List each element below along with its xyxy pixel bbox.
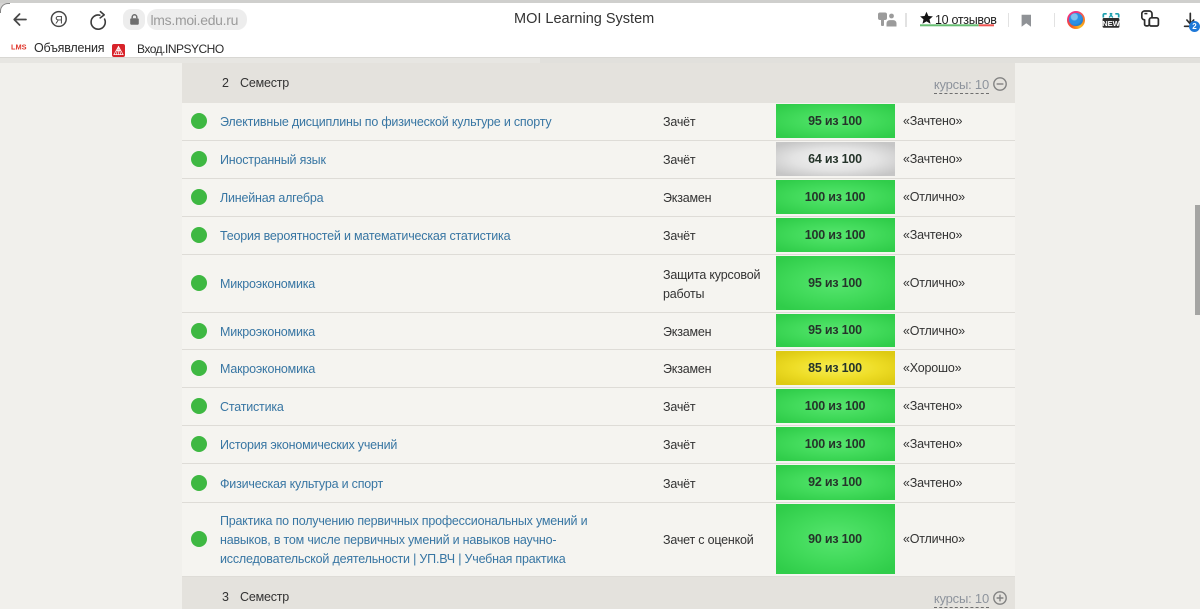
svg-text:Я: Я (55, 14, 63, 26)
svg-text:NEW: NEW (1102, 18, 1120, 27)
